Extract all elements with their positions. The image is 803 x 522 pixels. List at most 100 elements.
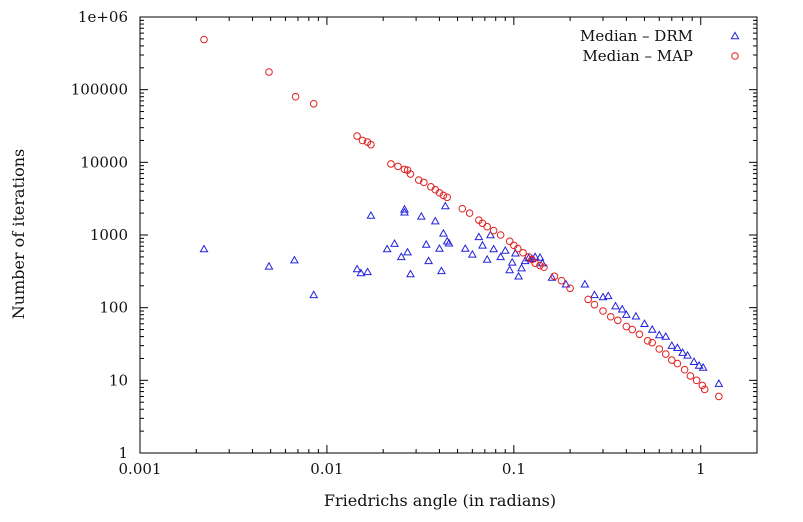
drm-data-point xyxy=(517,263,527,272)
series-drm xyxy=(199,201,724,387)
map-data-point xyxy=(590,300,599,309)
drm-data-point xyxy=(678,348,688,356)
map-data-point xyxy=(673,359,682,368)
drm-data-point xyxy=(440,201,450,210)
map-data-point xyxy=(483,222,491,231)
drm-data-point xyxy=(366,210,376,219)
drm-data-point xyxy=(694,360,704,369)
drm-data-point xyxy=(264,261,274,270)
drm-data-point xyxy=(510,248,520,257)
map-data-point xyxy=(557,276,566,285)
drm-data-point xyxy=(474,232,484,241)
drm-data-point xyxy=(547,272,557,281)
drm-data-point xyxy=(561,279,571,288)
drm-data-point xyxy=(406,269,415,278)
drm-data-point xyxy=(507,257,517,266)
drm-data-point xyxy=(289,255,299,264)
map-data-point xyxy=(519,248,527,257)
drm-data-point xyxy=(309,290,319,299)
y-tick-label: 100 xyxy=(99,299,128,317)
legend-label: Median – DRM xyxy=(580,27,693,45)
plot-area-border xyxy=(139,16,758,454)
x-tick-label: 0.01 xyxy=(310,460,343,478)
map-data-point xyxy=(686,372,695,380)
map-data-point xyxy=(200,35,208,44)
map-data-point xyxy=(531,259,539,267)
map-data-point xyxy=(439,191,448,200)
map-data-point xyxy=(420,178,428,187)
map-data-point xyxy=(680,365,689,374)
drm-data-point xyxy=(683,350,693,359)
x-tick-label: 1 xyxy=(696,460,706,478)
map-data-point xyxy=(614,316,622,325)
map-data-point xyxy=(599,307,607,315)
drm-data-point xyxy=(442,236,452,245)
drm-data-point xyxy=(667,341,677,349)
map-data-point xyxy=(661,350,670,358)
y-axis-title: Number of iterations xyxy=(9,149,28,319)
y-tick-label: 10000 xyxy=(80,153,128,171)
map-data-point xyxy=(606,312,615,321)
legend: Median – DRM Median – MAP xyxy=(580,27,740,65)
drm-data-point xyxy=(647,324,657,333)
drm-data-point xyxy=(672,343,682,352)
drm-data-point xyxy=(489,244,499,253)
map-data-point xyxy=(622,322,631,331)
drm-data-point xyxy=(505,265,515,274)
drm-data-point xyxy=(621,310,631,318)
drm-data-point xyxy=(352,264,362,273)
drm-data-point xyxy=(611,301,620,310)
map-data-point xyxy=(505,237,514,246)
drm-data-point xyxy=(486,230,495,239)
map-data-point xyxy=(536,261,544,270)
x-tick-label: 0.001 xyxy=(119,460,162,478)
drm-data-point xyxy=(416,211,426,220)
drm-data-point xyxy=(482,254,492,263)
drm-data-point xyxy=(460,243,470,252)
map-data-point xyxy=(406,170,415,178)
drm-data-point xyxy=(654,330,664,339)
map-data-point xyxy=(635,330,644,339)
map-data-point xyxy=(489,226,498,235)
drm-data-point xyxy=(382,244,392,253)
drm-data-point xyxy=(424,256,434,265)
drm-data-point xyxy=(640,319,649,327)
map-data-point xyxy=(353,132,361,140)
map-data-point xyxy=(700,385,709,394)
plot-frame xyxy=(139,16,758,454)
map-data-point xyxy=(465,209,474,217)
drm-data-point xyxy=(496,252,506,261)
drm-data-point xyxy=(598,292,608,301)
drm-data-point xyxy=(580,279,590,288)
map-data-point xyxy=(358,136,367,145)
drm-data-point xyxy=(199,244,209,253)
drm-data-point xyxy=(478,240,487,249)
drm-data-point xyxy=(400,204,409,213)
legend-marker-drm xyxy=(730,31,740,40)
map-data-point xyxy=(628,325,637,334)
axis-ticks: 0.001 0.01 0.1 1 1 10 100 1000 10000 100000 1e+06 xyxy=(71,8,758,478)
drm-data-point xyxy=(467,249,477,258)
map-data-point xyxy=(394,162,402,171)
map-data-point xyxy=(550,272,559,281)
map-data-point xyxy=(715,392,723,401)
drm-data-point xyxy=(661,331,671,340)
legend-label: Median – MAP xyxy=(582,47,693,65)
map-data-point xyxy=(291,92,300,101)
drm-data-point xyxy=(403,247,412,256)
drm-data-point xyxy=(356,268,366,277)
map-data-point xyxy=(566,284,574,293)
map-data-point xyxy=(655,345,664,353)
drm-data-point xyxy=(421,239,431,248)
drm-data-point xyxy=(396,252,406,261)
y-tick-label: 10 xyxy=(109,371,128,389)
map-data-point xyxy=(513,244,522,253)
map-data-point xyxy=(643,336,652,345)
map-data-point xyxy=(387,160,395,168)
y-tick-label: 1000 xyxy=(90,226,128,244)
drm-data-point xyxy=(714,379,724,387)
drm-data-point xyxy=(589,290,599,299)
map-data-point xyxy=(584,295,593,304)
drm-data-point xyxy=(514,271,524,280)
